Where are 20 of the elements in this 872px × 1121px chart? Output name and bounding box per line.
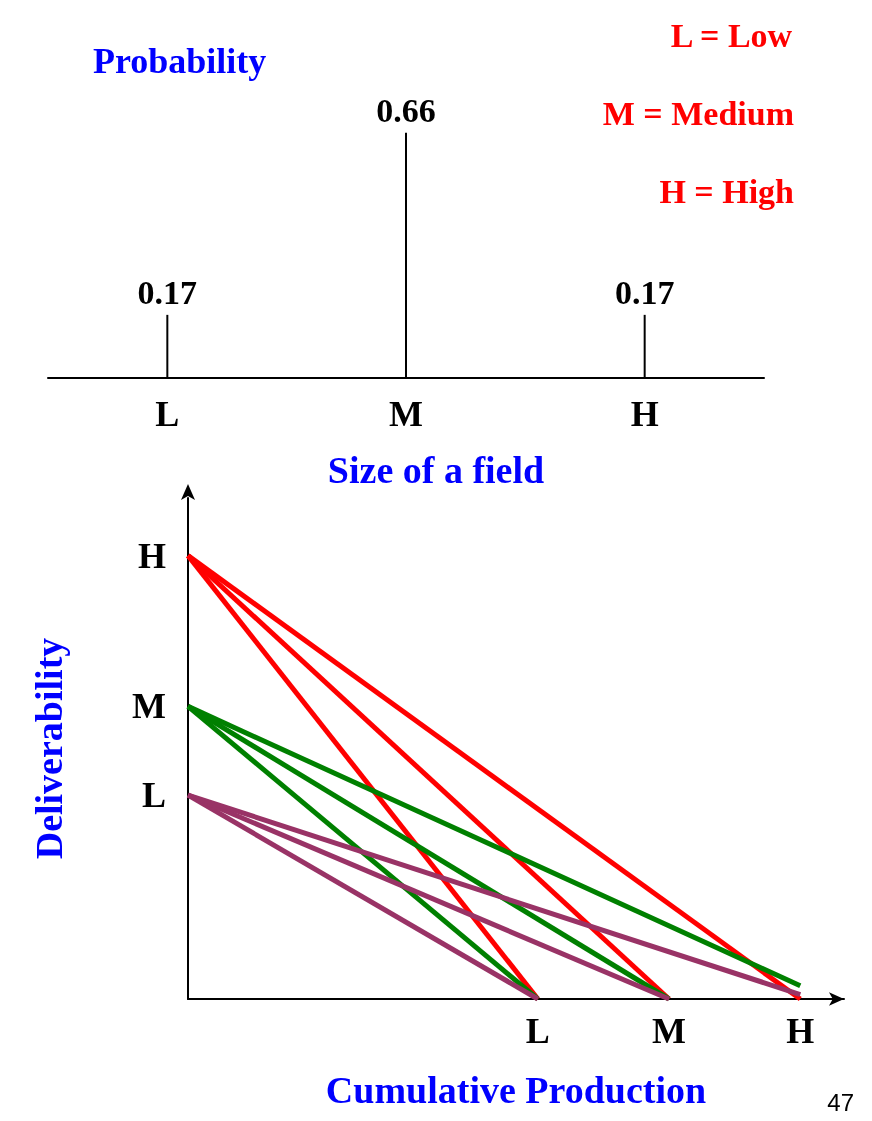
data-label: 0.17	[137, 274, 198, 312]
text: M	[132, 686, 166, 727]
text: M = Medium	[602, 94, 794, 132]
x-tick-label: L	[525, 1011, 550, 1051]
x-tick-label: H	[786, 1011, 815, 1051]
y-axis-title: Deliverability	[28, 637, 70, 860]
data-label: 0.17	[614, 274, 675, 312]
text: H	[137, 535, 166, 576]
x-axis-title: Cumulative Production	[325, 1069, 707, 1111]
chart-title: Probability	[93, 41, 267, 81]
x-tick-label: L	[155, 394, 180, 434]
x-tick-label: M	[652, 1011, 687, 1051]
chart-title: Size of a field	[327, 449, 545, 491]
text: L	[141, 775, 166, 816]
data-label: 0.66	[376, 92, 436, 130]
text: L = Low	[670, 16, 793, 54]
x-tick-label: H	[630, 394, 659, 434]
text: 47	[827, 1088, 855, 1116]
annotation: H = High	[659, 172, 795, 210]
x-tick-label: M	[389, 394, 423, 434]
